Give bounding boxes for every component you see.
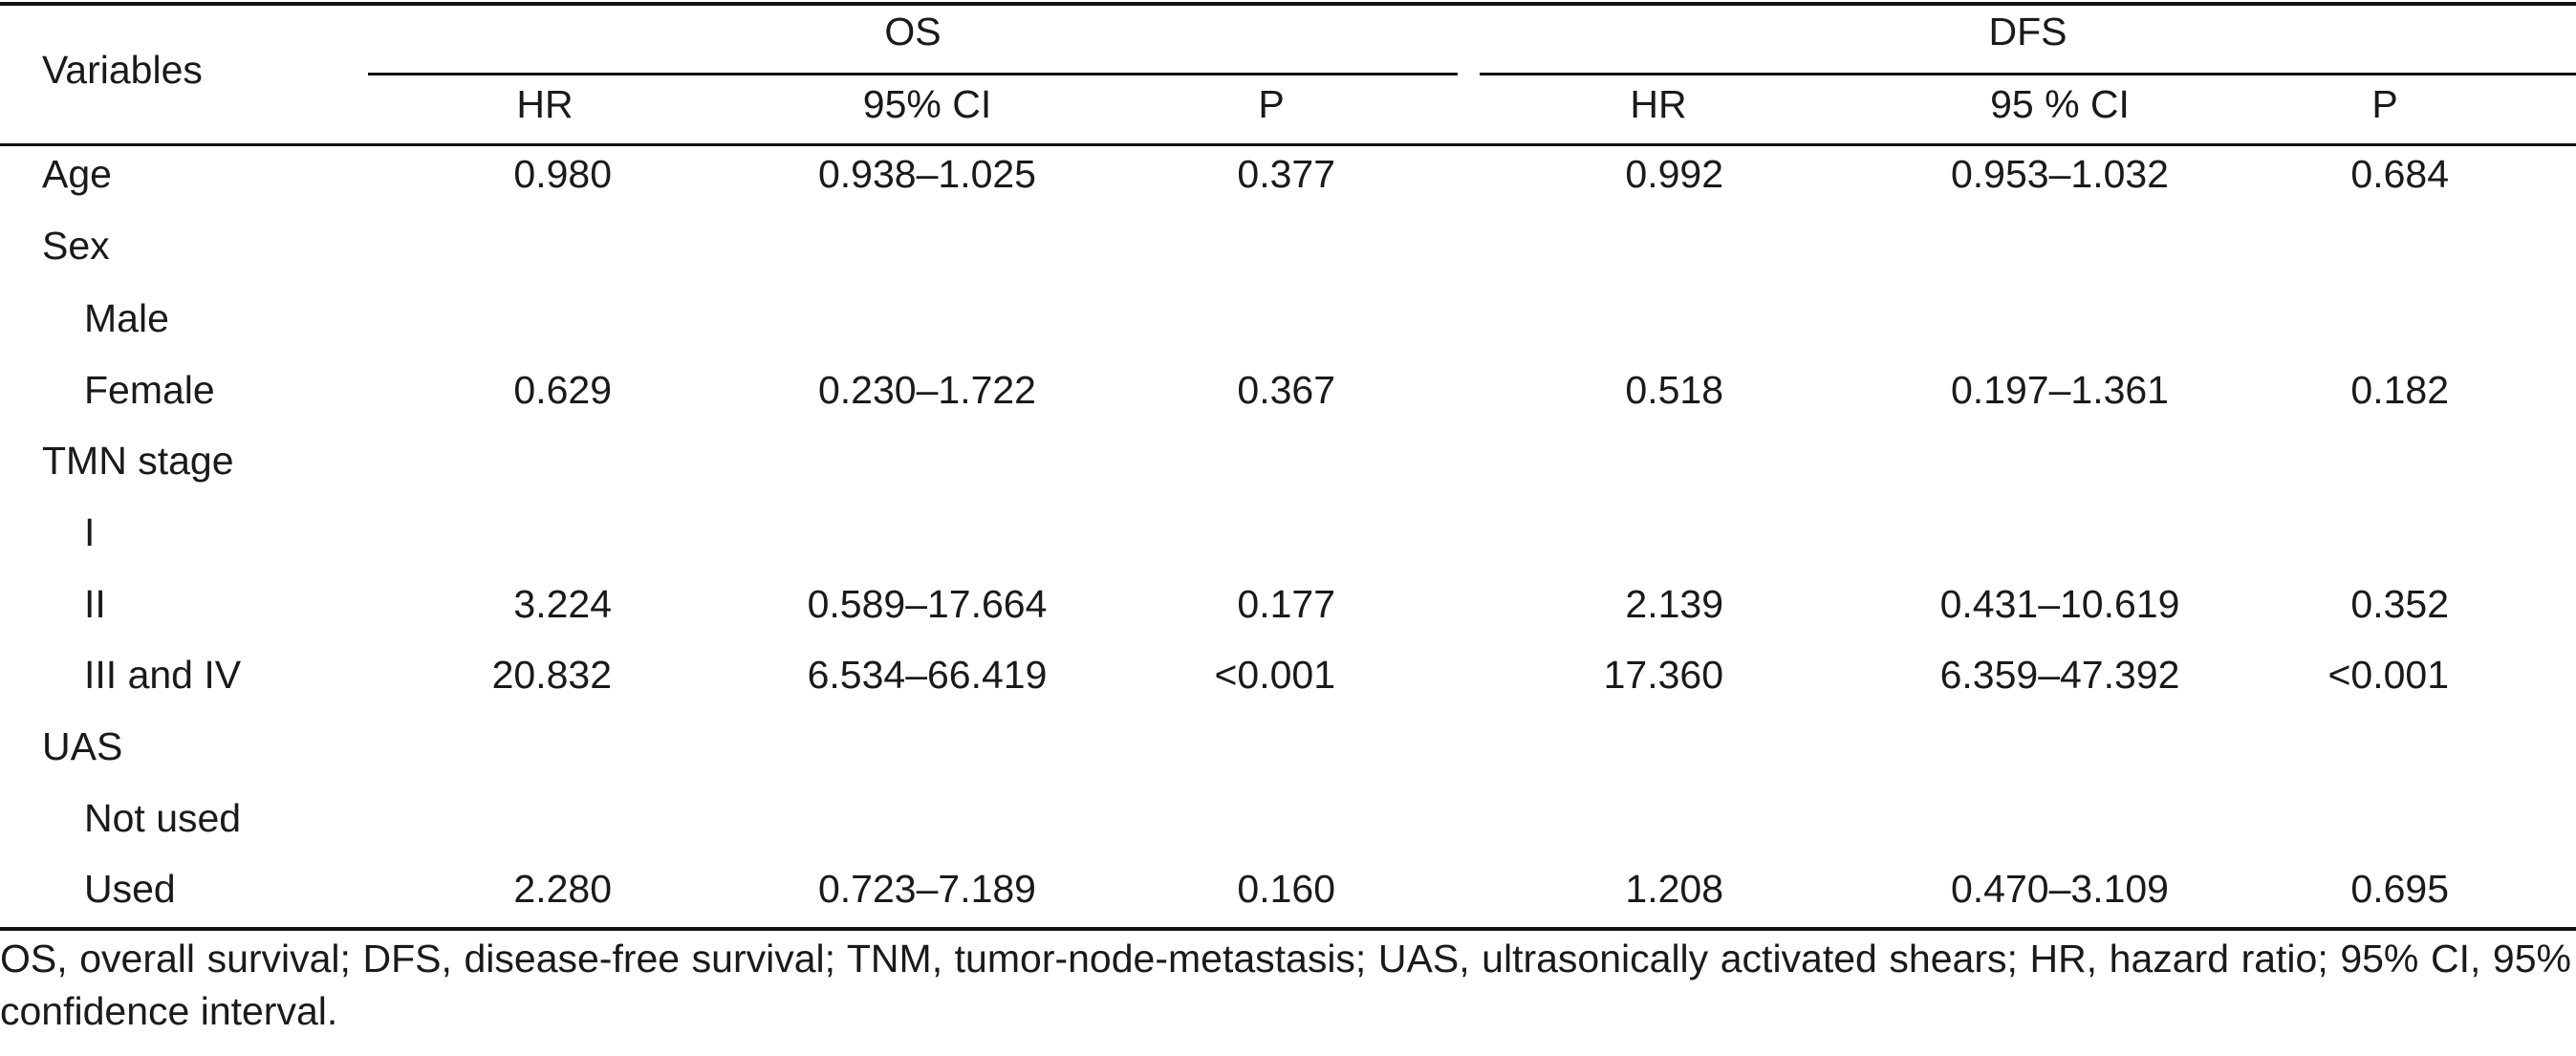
row-label: Female	[84, 368, 215, 412]
row-label: Used	[84, 867, 176, 911]
cell-dfs-p: 0.182	[2350, 368, 2449, 412]
cell-dfs-p: 0.352	[2350, 582, 2449, 626]
table-top-rule	[0, 2, 2576, 6]
cell-dfs-p: <0.001	[2327, 653, 2449, 697]
table-row: II 3.224 0.589–17.664 0.177 2.139 0.431–10.61…	[0, 580, 2576, 652]
header-dfs-hr: HR	[1630, 82, 1687, 126]
table-row: UAS	[0, 722, 2576, 794]
cell-os-ci: 0.230–1.722	[817, 368, 1036, 412]
cell-os-hr: 0.629	[513, 368, 612, 412]
row-label: Age	[42, 152, 112, 196]
cell-os-hr: 0.980	[513, 152, 612, 196]
header-os-hr: HR	[516, 82, 574, 126]
os-group-rule	[368, 73, 1458, 75]
cell-os-hr: 3.224	[513, 582, 612, 626]
cell-dfs-p: 0.684	[2350, 152, 2449, 196]
cell-dfs-ci: 0.470–3.109	[1950, 867, 2169, 911]
row-label: TMN stage	[42, 439, 234, 483]
table-row: Age 0.980 0.938–1.025 0.377 0.992 0.953–1.032…	[0, 150, 2576, 222]
row-label: Male	[84, 296, 169, 340]
cell-os-p: 0.377	[1237, 152, 1335, 196]
cell-os-ci: 6.534–66.419	[807, 653, 1048, 697]
row-label: UAS	[42, 724, 123, 768]
header-variables: Variables	[42, 48, 203, 92]
table-row: Used 2.280 0.723–7.189 0.160 1.208 0.470–3.10…	[0, 865, 2576, 937]
row-label: Not used	[84, 796, 242, 840]
cell-dfs-ci: 6.359–47.392	[1939, 653, 2180, 697]
cell-os-ci: 0.723–7.189	[817, 867, 1036, 911]
cell-dfs-ci: 0.953–1.032	[1950, 152, 2169, 196]
header-group-os: OS	[884, 10, 942, 54]
cell-os-ci: 0.938–1.025	[817, 152, 1036, 196]
row-label: II	[84, 582, 106, 626]
cell-dfs-ci: 0.197–1.361	[1950, 368, 2169, 412]
table-bottom-rule	[0, 927, 2576, 931]
cell-dfs-hr: 2.139	[1625, 582, 1723, 626]
cell-dfs-hr: 17.360	[1603, 653, 1723, 697]
table-row: TMN stage	[0, 437, 2576, 508]
table-footnote: OS, overall survival; DFS, disease-free …	[0, 937, 2571, 1033]
cell-dfs-ci: 0.431–10.619	[1939, 582, 2180, 626]
cell-dfs-hr: 0.992	[1625, 152, 1723, 196]
table-header-rule	[0, 143, 2576, 146]
table-row: Not used	[0, 794, 2576, 866]
header-dfs-p: P	[2371, 82, 2398, 126]
header-os-p: P	[1258, 82, 1285, 126]
cell-os-p: 0.160	[1237, 867, 1335, 911]
cell-dfs-hr: 0.518	[1625, 368, 1723, 412]
table-row: Female 0.629 0.230–1.722 0.367 0.518 0.197–1.…	[0, 366, 2576, 438]
cell-dfs-hr: 1.208	[1625, 867, 1723, 911]
cell-os-p: 0.367	[1237, 368, 1335, 412]
table-row: I	[0, 508, 2576, 580]
cell-os-p: <0.001	[1214, 653, 1335, 697]
cell-os-ci: 0.589–17.664	[807, 582, 1048, 626]
cell-dfs-p: 0.695	[2350, 867, 2449, 911]
cell-os-hr: 2.280	[513, 867, 612, 911]
row-label: I	[84, 510, 96, 554]
header-dfs-ci: 95 % CI	[1990, 82, 2130, 126]
header-group-dfs: DFS	[1988, 10, 2067, 54]
cell-os-p: 0.177	[1237, 582, 1335, 626]
dfs-group-rule	[1480, 73, 2576, 75]
table-row: Male	[0, 294, 2576, 366]
table-row: III and IV 20.832 6.534–66.419 <0.001 17.360…	[0, 651, 2576, 722]
header-os-ci: 95% CI	[862, 82, 992, 126]
cell-os-hr: 20.832	[491, 653, 612, 697]
row-label: III and IV	[84, 653, 242, 697]
table-row: Sex	[0, 222, 2576, 293]
row-label: Sex	[42, 224, 110, 268]
